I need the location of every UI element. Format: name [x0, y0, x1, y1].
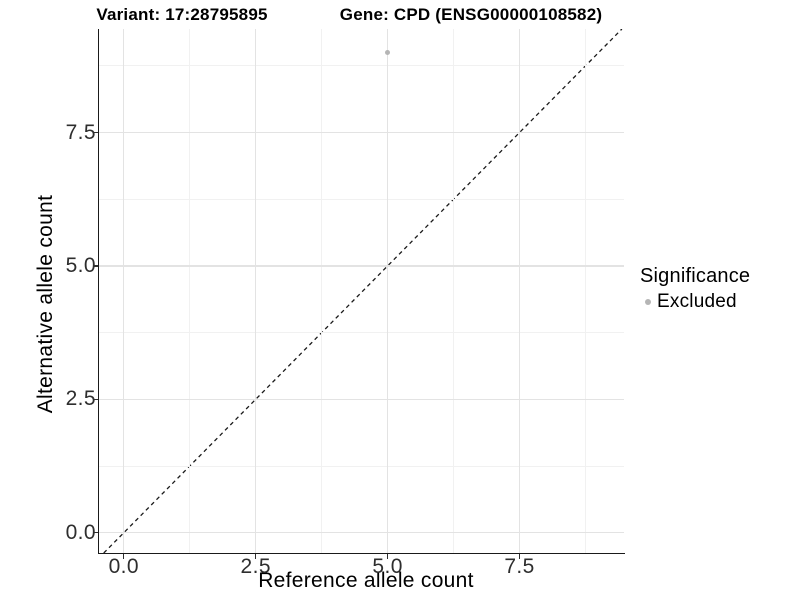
legend-title: Significance [640, 265, 751, 287]
x-axis-title: Reference allele count [258, 569, 474, 592]
y-tick-mark [93, 265, 98, 267]
y-tick-label: 2.5 [65, 387, 96, 411]
x-major-gridline [518, 29, 521, 553]
data-point [385, 49, 391, 55]
y-tick-label: 7.5 [65, 120, 96, 144]
plot-title-variant: Variant: 17:28795895 [96, 5, 268, 24]
x-minor-gridline [453, 29, 455, 553]
plot-title-gene: Gene: CPD (ENSG00000108582) [339, 5, 603, 24]
x-tick-mark [255, 554, 257, 559]
x-tick-label: 0.0 [108, 555, 139, 578]
y-tick-mark [93, 398, 98, 400]
x-major-gridline [123, 29, 125, 553]
y-tick-label: 5.0 [65, 253, 96, 277]
legend-point-icon [645, 299, 651, 305]
identity-dashed-line [103, 29, 623, 553]
y-axis-line [97, 29, 100, 554]
y-tick-mark [93, 131, 98, 134]
y-major-gridline [99, 131, 624, 134]
x-tick-label: 2.5 [240, 555, 271, 578]
legend-item-excluded: Excluded [645, 291, 750, 313]
plot-panel [99, 29, 624, 553]
x-minor-gridline [321, 29, 323, 553]
x-major-gridline [387, 29, 389, 553]
y-minor-gridline [99, 465, 624, 467]
x-minor-gridline [189, 29, 191, 553]
y-major-gridline [99, 265, 624, 267]
x-minor-gridline [584, 29, 586, 553]
x-tick-label: 5.0 [372, 555, 403, 578]
y-tick-mark [93, 532, 98, 534]
x-tick-mark [123, 554, 125, 559]
x-tick-mark [518, 554, 521, 559]
y-axis-title: Alternative allele count [34, 194, 57, 414]
y-major-gridline [99, 398, 624, 400]
x-major-gridline [255, 29, 257, 553]
legend-item-label: Excluded [657, 291, 737, 312]
legend: Significance Excluded [640, 265, 750, 313]
x-tick-label: 7.5 [504, 555, 535, 578]
y-minor-gridline [99, 198, 624, 200]
y-tick-label: 0.0 [65, 520, 96, 544]
identity-line-layer [103, 29, 623, 553]
y-minor-gridline [99, 332, 624, 334]
x-tick-mark [386, 554, 389, 559]
x-axis-line [97, 552, 625, 554]
y-major-gridline [99, 532, 624, 534]
y-minor-gridline [99, 65, 624, 67]
